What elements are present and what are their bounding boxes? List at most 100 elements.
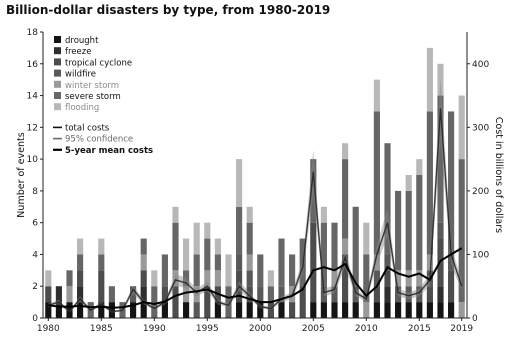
bar-freeze-1989	[140, 286, 147, 303]
bar-flooding-2017	[437, 63, 444, 96]
bar-winter-storm-1992	[172, 270, 179, 287]
bar-drought-2017	[437, 302, 444, 318]
axes-layer: 0 2 4 6 8 10 12 14 16 18 0 100 200 300 400 1980 1985 1990…	[16, 28, 504, 334]
bar-flooding-1990	[151, 270, 158, 287]
chart-title: Billion-dollar disasters by type, from 1…	[6, 3, 331, 17]
y-tick-label-6: 6	[32, 219, 38, 229]
x-tick-label-2000: 2000	[249, 324, 272, 334]
bar-wildfire-2018	[448, 254, 455, 271]
bar-wildfire-2013	[395, 286, 402, 303]
bar-flooding-1997	[225, 254, 232, 287]
bar-severe-storm-2007	[331, 222, 338, 271]
bar-severe-storm-1992	[172, 222, 179, 271]
bar-flooding-1985	[98, 238, 105, 255]
bar-tropical-cyclone-1992	[172, 286, 179, 318]
bar-flooding-1995	[204, 222, 211, 239]
bar-severe-storm-2015	[416, 175, 423, 271]
bar-wildfire-1998	[236, 254, 243, 271]
bar-drought-1999	[246, 302, 253, 318]
y2-axis-label: Cost in billions of dollars	[493, 117, 504, 233]
bar-drought-1989	[140, 302, 147, 318]
bar-severe-storm-2002	[278, 238, 285, 287]
bar-severe-storm-1983	[77, 254, 84, 271]
bar-flooding-2008	[342, 143, 349, 160]
y-tick-label-8: 8	[32, 187, 38, 197]
bar-severe-storm-1989	[140, 238, 147, 255]
bar-drought-2008	[342, 302, 349, 318]
bar-severe-storm-1985	[98, 254, 105, 271]
bar-winter-storm-1994	[193, 286, 200, 303]
bar-drought-2000	[257, 302, 264, 318]
legend-label-flooding: flooding	[65, 103, 99, 113]
bar-severe-storm-2005	[310, 159, 317, 223]
y-tick-label-14: 14	[27, 92, 39, 102]
x-tick-label-2005: 2005	[302, 324, 325, 334]
bar-drought-2013	[395, 302, 402, 318]
bar-severe-storm-2019	[458, 159, 465, 303]
y-tick-label-4: 4	[32, 250, 38, 260]
bar-flooding-2015	[416, 159, 423, 175]
x-tick-label-1980: 1980	[37, 324, 60, 334]
bar-wildfire-2009	[352, 286, 359, 303]
five-year-mean-costs-line	[48, 247, 463, 309]
bar-drought-2016	[426, 302, 433, 318]
confidence-band	[48, 76, 462, 313]
bar-drought-1988	[130, 302, 137, 318]
bar-flooding-1994	[193, 222, 200, 255]
bar-drought-2015	[416, 302, 423, 318]
bar-wildfire-2011	[373, 270, 380, 287]
bar-drought-2002	[278, 302, 285, 318]
bar-flooding-2010	[363, 222, 370, 255]
bar-severe-storm-2006	[320, 222, 327, 287]
bar-winter-storm-2019	[458, 302, 465, 318]
y-axis-label: Number of events	[16, 132, 27, 217]
y-tick-label-12: 12	[27, 123, 38, 133]
y-tick-label-0: 0	[32, 314, 38, 324]
bar-flooding-1998	[236, 159, 243, 207]
lines-layer	[48, 76, 463, 313]
bar-severe-storm-2014	[405, 190, 412, 271]
bar-severe-storm-1993	[183, 270, 190, 287]
bar-flooding-2016	[426, 47, 433, 112]
bar-winter-storm-2014	[405, 270, 412, 287]
bar-tropical-cyclone-2005	[310, 222, 317, 303]
bar-tropical-cyclone-1995	[204, 286, 211, 318]
bars-layer	[45, 47, 465, 318]
legend-swatch-drought	[54, 36, 61, 43]
bar-freeze-2012	[384, 286, 391, 303]
bar-flooding-1996	[214, 238, 221, 255]
bar-winter-storm-1982	[66, 286, 73, 303]
bar-winter-storm-1993	[183, 286, 190, 303]
bar-severe-storm-2016	[426, 111, 433, 255]
bar-severe-storm-2000	[257, 254, 264, 287]
x-tick-label-1990: 1990	[143, 324, 166, 334]
bar-tropical-cyclone-2001	[267, 302, 274, 318]
bar-flooding-1993	[183, 238, 190, 271]
bar-winter-storm-1999	[246, 254, 253, 271]
bar-tropical-cyclone-2018	[448, 270, 455, 303]
bar-tropical-cyclone-2004	[299, 286, 306, 318]
y-tick-label-18: 18	[27, 28, 39, 38]
bar-winter-storm-2013	[395, 270, 402, 287]
y-tick-label-10: 10	[27, 155, 39, 165]
legend-swatch-tropical-cyclone	[54, 58, 61, 66]
bar-severe-storm-2017	[437, 95, 444, 223]
bar-flooding-1999	[246, 206, 253, 223]
legend-label-tropical-cyclone: tropical cyclone	[65, 58, 132, 68]
bar-tropical-cyclone-1999	[246, 286, 253, 303]
bar-flooding-1980	[45, 270, 52, 287]
bar-winter-storm-1989	[140, 254, 147, 271]
bar-winter-storm-1995	[204, 270, 211, 287]
bar-drought-1991	[161, 302, 168, 318]
bar-severe-storm-2001	[267, 286, 274, 303]
bar-tropical-cyclone-2016	[426, 286, 433, 303]
bar-drought-2009	[352, 302, 359, 318]
bar-wildfire-2000	[257, 286, 264, 303]
bar-severe-storm-2012	[384, 143, 391, 255]
bar-severe-storm-1998	[236, 206, 243, 255]
bar-drought-2014	[405, 302, 412, 318]
y2-tick-label-400: 400	[472, 60, 489, 70]
bar-severe-storm-2013	[395, 190, 402, 271]
